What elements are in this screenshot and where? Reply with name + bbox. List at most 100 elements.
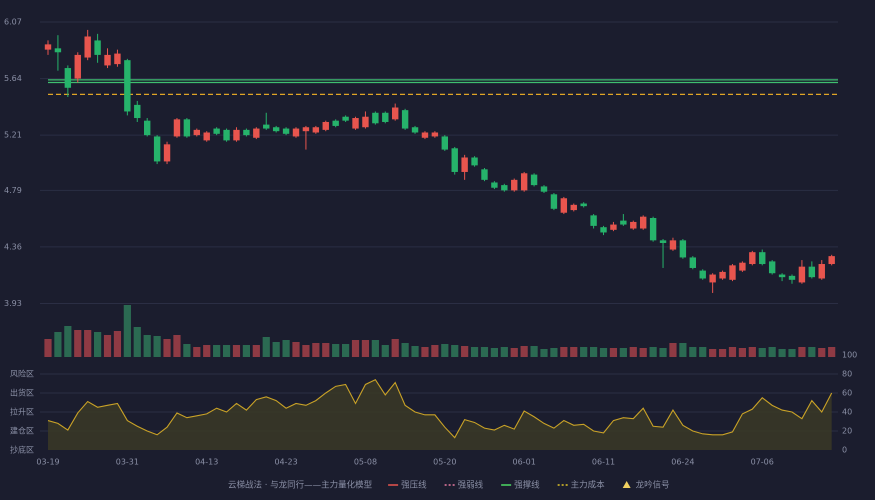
candle-body	[431, 132, 439, 137]
candle-body	[818, 264, 825, 279]
candle-body	[183, 119, 191, 137]
volume-bar	[391, 339, 399, 357]
candle-body	[54, 48, 62, 53]
candle-body	[163, 144, 171, 162]
volume-bar	[461, 346, 469, 357]
candle-body	[828, 256, 835, 265]
volume-bar	[451, 345, 459, 357]
volume-bar	[232, 345, 241, 357]
candle-body	[84, 36, 91, 58]
candle-body	[372, 112, 379, 124]
volume-bar	[679, 343, 687, 357]
volume-bar	[689, 347, 697, 357]
volume-bar	[113, 331, 122, 357]
x-tick-label: 04-23	[274, 458, 297, 467]
volume-bar	[758, 348, 766, 357]
y-tick-label: 80	[842, 370, 852, 379]
volume-bar	[709, 349, 717, 357]
candle-body	[739, 262, 746, 271]
volume-bar	[580, 347, 588, 357]
candle-body	[550, 194, 558, 209]
area-fill	[48, 379, 832, 450]
volume-bar	[718, 349, 727, 357]
candle-body	[64, 68, 72, 88]
volume-bar	[282, 340, 290, 357]
candle-body	[620, 220, 627, 225]
candle-body	[124, 60, 131, 112]
x-tick-label: 03-31	[116, 458, 139, 467]
candle-body	[401, 110, 409, 129]
candle-body	[749, 252, 756, 265]
candle-body	[491, 182, 498, 188]
volume-bar	[639, 348, 647, 357]
candle-body	[292, 128, 300, 137]
candle-body	[243, 129, 250, 136]
candle-body	[302, 127, 310, 132]
volume-bar	[728, 347, 737, 357]
candle-body	[759, 252, 766, 265]
candle-body	[540, 186, 548, 192]
legend-title: 云梯战法 · 与龙同行——主力量化模型	[228, 480, 373, 491]
candle-body	[213, 128, 220, 134]
x-tick-label: 03-19	[36, 458, 59, 467]
y-tick-label: 40	[842, 408, 852, 417]
volume-bar	[510, 348, 518, 357]
candle-body	[610, 224, 617, 230]
x-tick-label: 05-08	[354, 458, 377, 467]
candle-body	[649, 217, 657, 241]
candle-body	[272, 127, 280, 132]
volume-bar	[123, 305, 131, 357]
oscillator-line	[47, 378, 833, 439]
candle-body	[808, 266, 816, 278]
volume-bar	[183, 344, 191, 357]
volume-bar	[242, 345, 250, 357]
volume-bar	[649, 347, 657, 357]
candle-body	[481, 169, 488, 180]
volume-bar	[629, 347, 637, 357]
candle-body	[392, 107, 399, 120]
candle-body	[511, 179, 518, 191]
volume-bar	[173, 335, 181, 357]
volume-bar	[64, 326, 72, 357]
volume-bar	[540, 349, 548, 357]
volume-bar	[213, 345, 221, 357]
candle-body	[768, 261, 776, 274]
candle-body	[679, 240, 687, 258]
candle-body	[729, 265, 736, 280]
candle-body	[461, 157, 468, 172]
candle-body	[719, 271, 726, 279]
candle-body	[640, 216, 647, 229]
x-tick-label: 05-20	[433, 458, 456, 467]
volume-bar	[570, 347, 578, 357]
y-tick-label: 4.36	[4, 242, 22, 251]
candle-body	[134, 104, 141, 119]
candle-body	[342, 116, 349, 121]
volume-bar	[798, 347, 806, 357]
volume-bar	[302, 345, 310, 357]
volume-bar	[738, 348, 746, 357]
volume-bar	[500, 347, 508, 357]
candle-body	[322, 121, 329, 130]
candle-body	[223, 129, 230, 141]
volume-bar	[153, 336, 161, 357]
y-tick-label: 6.07	[4, 18, 22, 27]
candle-body	[144, 120, 151, 136]
y-tick-label: 4.79	[4, 186, 22, 195]
volume-bar	[84, 330, 92, 357]
volume-bar	[470, 347, 479, 357]
candle-body	[233, 129, 240, 141]
volume-bar	[351, 340, 360, 357]
zone-label: 拉升区	[10, 407, 34, 417]
y-tick-label: 3.93	[4, 299, 22, 308]
candle-body	[778, 274, 786, 278]
candle-body	[699, 270, 706, 279]
volume-bar	[262, 337, 270, 357]
volume-bar	[431, 345, 439, 357]
x-tick-label: 06-01	[513, 458, 536, 467]
candle-body	[471, 157, 478, 166]
volume-bar	[332, 344, 340, 357]
zone-label: 建仓区	[10, 426, 34, 436]
volume-bar	[599, 348, 608, 357]
candle-body	[600, 227, 607, 233]
